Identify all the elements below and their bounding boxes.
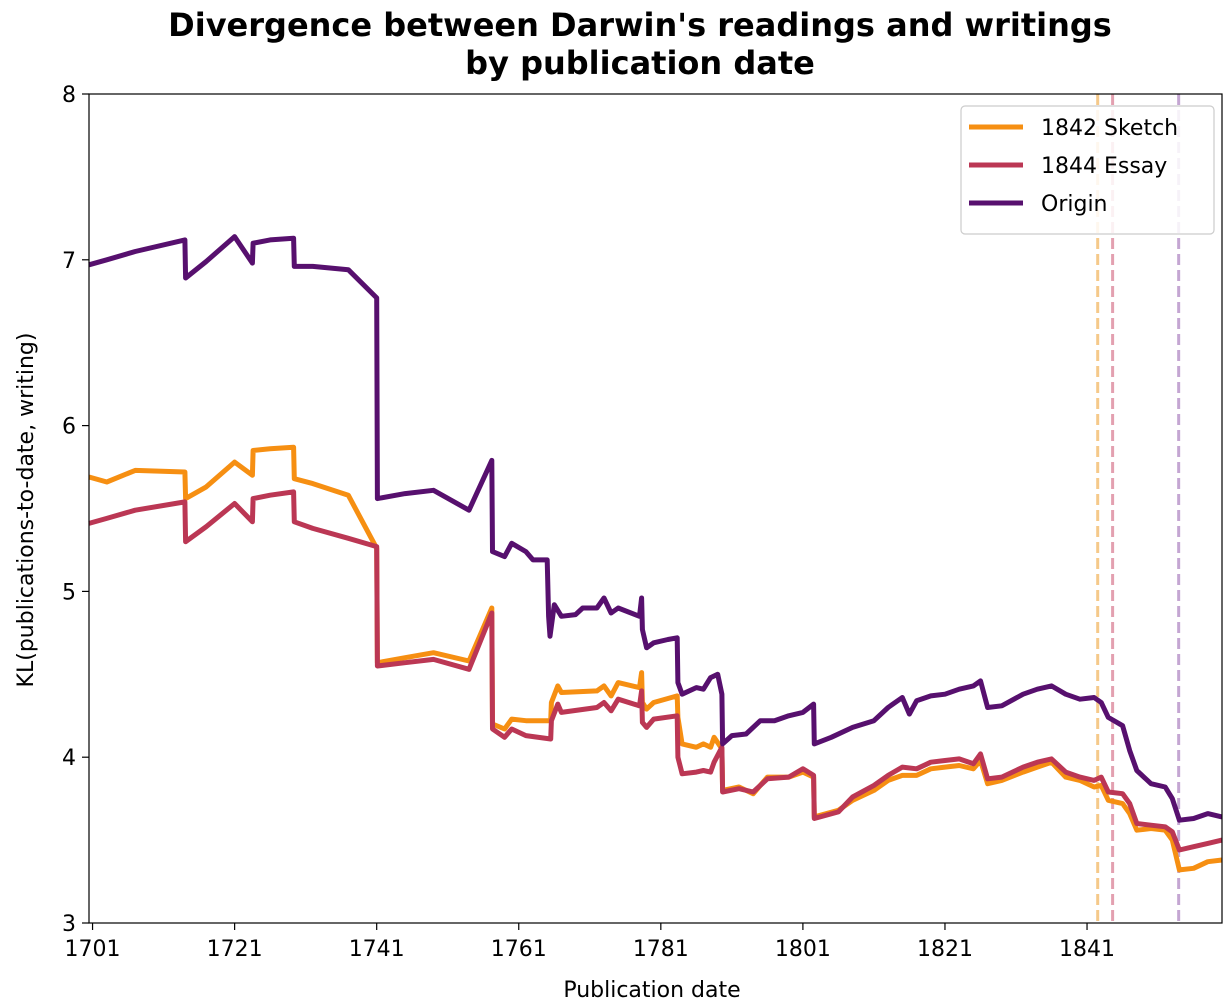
x-axis-label: Publication date: [563, 978, 740, 1003]
x-tick-label: 1761: [491, 937, 547, 962]
series-line-2: [88, 489, 1223, 853]
series-lines: [88, 234, 1223, 873]
x-tick-label: 1721: [207, 937, 263, 962]
x-axis: 1701 1721 1741 1761 1781 1801 1821 1841: [65, 923, 1115, 962]
chart-title: Divergence between Darwin's readings and…: [0, 6, 1224, 82]
x-tick-label: 1841: [1059, 937, 1115, 962]
x-tick-label: 1701: [65, 937, 121, 962]
x-tick-label: 1821: [917, 937, 973, 962]
y-tick-label: 8: [62, 83, 76, 108]
x-tick-label: 1801: [775, 937, 831, 962]
y-tick-label: 6: [62, 415, 76, 440]
legend-label: 1842 Sketch: [1041, 116, 1178, 141]
legend-label: Origin: [1041, 192, 1108, 217]
legend: 1842 Sketch 1844 Essay Origin: [960, 105, 1215, 235]
chart-title-line-2: by publication date: [465, 44, 815, 82]
y-axis: 3 4 5 6 7 8: [62, 83, 89, 937]
y-tick-label: 5: [62, 580, 76, 605]
y-tick-label: 7: [62, 249, 76, 274]
chart-title-line-1: Divergence between Darwin's readings and…: [168, 6, 1112, 44]
x-tick-label: 1781: [633, 937, 689, 962]
legend-box: [960, 105, 1215, 235]
legend-label: 1844 Essay: [1041, 154, 1167, 179]
y-tick-label: 3: [62, 912, 76, 937]
y-tick-label: 4: [62, 746, 76, 771]
axes-frame: [88, 93, 1223, 924]
y-axis-label: KL(publications-to-date, writing): [14, 333, 39, 688]
x-tick-label: 1741: [349, 937, 405, 962]
series-line-1: [88, 444, 1223, 873]
series-line-3: [88, 234, 1223, 823]
